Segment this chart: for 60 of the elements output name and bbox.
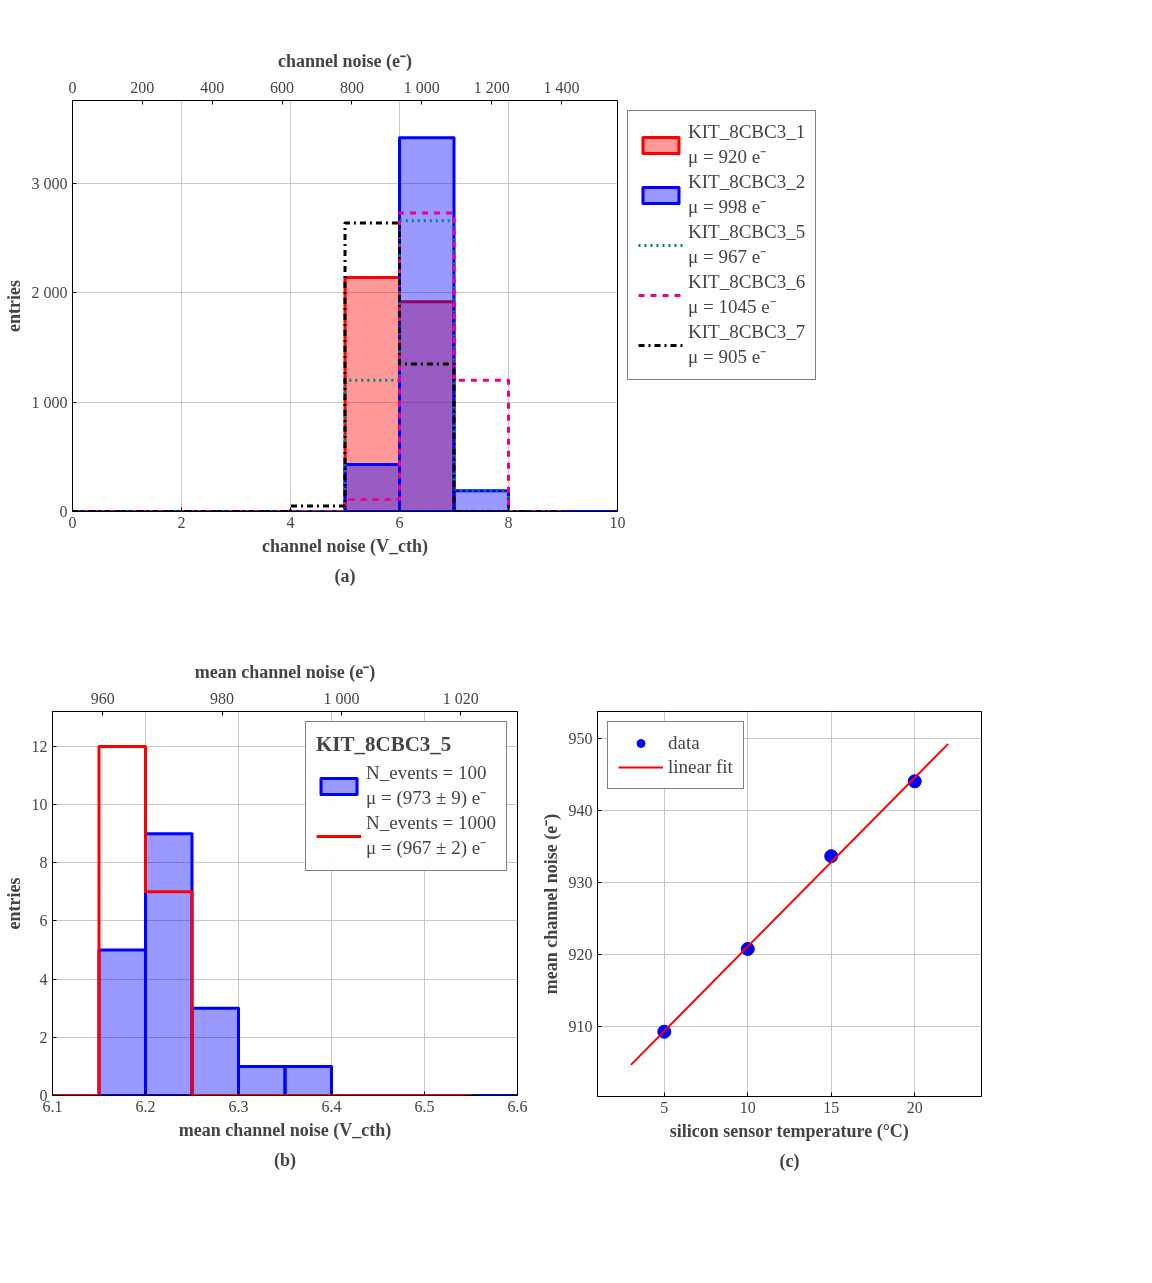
x-tick-label: 6.5	[414, 1097, 435, 1115]
x-axis-title: silicon sensor temperature (°C)	[669, 1120, 909, 1142]
y-axis-title: entries	[3, 280, 24, 332]
legend-title: KIT_8CBC3_5	[316, 732, 453, 757]
y-tick-label: 910	[568, 1018, 593, 1036]
text: (b)	[274, 1149, 297, 1171]
x-tick-label: 6.4	[321, 1097, 342, 1115]
text: (c)	[779, 1150, 800, 1172]
x-axis-title: channel noise (V_cth)	[262, 535, 429, 557]
x2-tick-label: 800	[339, 78, 364, 96]
legend-label: KIT_8CBC3_5 μ = 967 e⁻	[688, 221, 806, 269]
x2-tick-label: 1 400	[543, 78, 580, 96]
legend-label: KIT_8CBC3_2 μ = 998 e⁻	[688, 171, 806, 219]
y-tick-label: 950	[568, 730, 593, 748]
y-tick-label: 930	[568, 874, 593, 892]
x2-tick-label: 200	[130, 78, 155, 96]
y-tick-label: 2	[39, 1028, 48, 1046]
x-tick-label: 2	[177, 513, 186, 531]
x2-tick-label: 1 200	[473, 78, 510, 96]
x-axis-title: mean channel noise (V_cth)	[178, 1119, 392, 1141]
x2-axis-title: mean channel noise (e⁻)	[194, 661, 376, 683]
x2-tick-label: 1 020	[442, 689, 479, 707]
y-tick-label: 940	[568, 802, 593, 820]
legend-label: KIT_8CBC3_1 μ = 920 e⁻	[688, 121, 806, 169]
x2-axis-title: channel noise (e⁻)	[278, 50, 412, 72]
x-tick-label: 20	[906, 1098, 923, 1116]
x2-tick-label: 1 000	[403, 78, 440, 96]
y-tick-label: 1 000	[31, 393, 68, 411]
y-tick-label: 10	[31, 796, 48, 814]
y-tick-label: 2 000	[31, 284, 68, 302]
x-tick-label: 6	[395, 513, 404, 531]
legend-label: KIT_8CBC3_7 μ = 905 e⁻	[688, 321, 806, 369]
legend-label: KIT_8CBC3_6 μ = 1045 e⁻	[688, 271, 806, 319]
x2-tick-label: 1 000	[323, 689, 360, 707]
y-tick-label: 3 000	[31, 175, 68, 193]
x2-tick-label: 600	[270, 78, 295, 96]
x-tick-label: 5	[660, 1098, 669, 1116]
x-tick-label: 10	[609, 513, 626, 531]
x-tick-label: 6.6	[507, 1097, 528, 1115]
legend-label: N_events = 100 μ = (973 ± 9) e⁻	[366, 762, 487, 810]
legend-label: linear fit	[668, 756, 733, 778]
text: (a)	[334, 565, 356, 587]
y-tick-label: 8	[39, 854, 48, 872]
y-axis-title: entries	[3, 877, 24, 930]
x-tick-label: 6.2	[135, 1097, 156, 1115]
legend-label: data	[668, 732, 700, 754]
x-tick-label: 6.3	[228, 1097, 249, 1115]
x2-tick-label: 960	[90, 689, 115, 707]
y-tick-label: 920	[568, 946, 593, 964]
x-tick-label: 8	[504, 513, 513, 531]
y-axis-title: mean channel noise (e⁻)	[540, 813, 562, 995]
legend-label: N_events = 1000 μ = (967 ± 2) e⁻	[366, 812, 496, 860]
x2-tick-label: 980	[210, 689, 235, 707]
x2-tick-label: 400	[200, 78, 225, 96]
x-tick-label: 10	[739, 1098, 756, 1116]
y-tick-label: 6	[39, 912, 48, 930]
x-tick-label: 4	[286, 513, 295, 531]
x-tick-label: 15	[823, 1098, 840, 1116]
y-tick-label: 12	[31, 737, 48, 755]
y-tick-label: 4	[39, 970, 48, 988]
